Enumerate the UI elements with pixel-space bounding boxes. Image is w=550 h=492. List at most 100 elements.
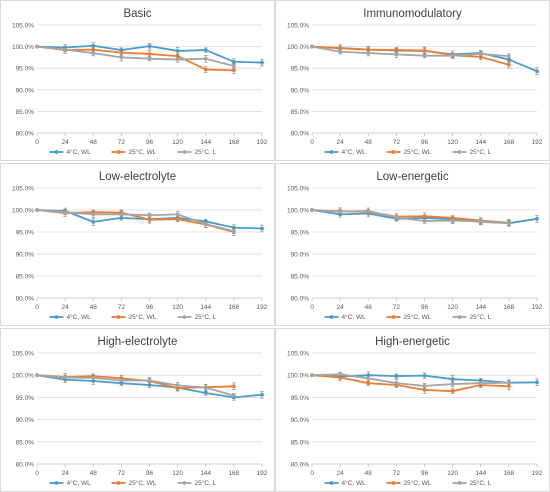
data-point (147, 213, 152, 218)
y-tick-label: 95.0% (16, 66, 35, 73)
data-point (506, 221, 511, 226)
legend-label: 25°C, WL (404, 148, 432, 156)
x-tick-label: 120 (172, 470, 183, 477)
x-tick-label: 0 (310, 304, 314, 311)
data-point (450, 382, 455, 386)
y-tick-label: 90.0% (291, 252, 310, 259)
y-tick-label: 105.0% (287, 23, 309, 30)
x-tick-label: 192 (532, 304, 543, 311)
x-tick-label: 0 (35, 470, 39, 477)
x-tick-label: 0 (310, 139, 314, 146)
x-tick-label: 24 (337, 139, 345, 146)
y-tick-label: 100.0% (287, 373, 309, 380)
data-point (422, 383, 427, 388)
legend-marker (329, 481, 334, 485)
x-tick-label: 24 (62, 139, 70, 146)
legend-marker (391, 315, 396, 319)
x-tick-label: 192 (257, 304, 268, 311)
chart-title: Low-electrolyte (99, 171, 176, 183)
legend-marker (182, 150, 187, 154)
y-tick-label: 100.0% (12, 208, 34, 215)
y-tick-label: 85.0% (291, 109, 310, 116)
y-tick-label: 90.0% (291, 417, 310, 424)
x-tick-label: 120 (447, 470, 458, 477)
y-tick-label: 95.0% (291, 395, 310, 402)
y-tick-label: 95.0% (16, 230, 35, 237)
data-point (310, 373, 314, 378)
legend-label: 4°C, WL (342, 148, 367, 156)
x-tick-label: 48 (365, 470, 373, 477)
data-point (147, 378, 152, 383)
legend-label: 4°C, WL (67, 479, 92, 487)
x-tick-label: 168 (503, 470, 514, 477)
legend-label: 25°C, L (195, 148, 217, 156)
chart-panel: Immunomodulatory 80.0% 85.0% 90.0% 95.0% 100.… (275, 0, 550, 161)
y-tick-label: 95.0% (16, 395, 35, 402)
series-line (36, 209, 235, 232)
y-tick-label: 100.0% (287, 44, 309, 51)
data-point (422, 373, 427, 378)
legend-label: 25°C, WL (129, 479, 157, 487)
legend-marker (329, 150, 334, 154)
chart-svg: Low-energetic 80.0% 85.0% 90.0% 95.0% 100.0% 1… (287, 171, 543, 321)
data-point (91, 219, 96, 224)
data-point (203, 56, 208, 61)
data-point (203, 48, 208, 52)
legend-marker (182, 481, 187, 485)
data-point (91, 212, 96, 217)
y-tick-label: 105.0% (287, 186, 309, 193)
series-line (36, 45, 235, 67)
data-point (478, 52, 483, 56)
data-point (119, 378, 124, 383)
chart-panel: Low-electrolyte 80.0% 85.0% 90.0% 95.0% 100.0… (0, 163, 275, 326)
y-tick-label: 80.0% (16, 131, 35, 138)
data-point (63, 210, 68, 215)
data-point (450, 218, 455, 223)
x-tick-label: 120 (447, 139, 458, 146)
data-point (35, 208, 39, 212)
chart-title: High-energetic (375, 336, 450, 348)
x-tick-label: 24 (337, 304, 345, 311)
x-tick-label: 48 (365, 304, 373, 311)
y-tick-label: 80.0% (16, 296, 35, 303)
data-point (394, 52, 399, 57)
data-point (366, 208, 371, 213)
x-tick-label: 144 (200, 304, 211, 311)
data-point (478, 381, 483, 386)
x-tick-label: 96 (421, 470, 429, 477)
legend-marker (457, 315, 462, 319)
y-tick-label: 90.0% (16, 252, 35, 259)
x-tick-label: 0 (35, 304, 39, 311)
y-tick-label: 105.0% (12, 23, 34, 30)
data-point (119, 55, 124, 60)
series-line (36, 374, 235, 397)
legend-label: 4°C, WL (342, 313, 367, 321)
data-point (422, 219, 427, 223)
legend-label: 4°C, WL (67, 148, 92, 156)
series-line (311, 374, 509, 393)
legend-marker (116, 481, 121, 485)
data-point (147, 56, 152, 61)
data-point (231, 59, 236, 64)
x-tick-label: 96 (146, 304, 154, 311)
data-point (535, 69, 539, 74)
y-tick-label: 95.0% (291, 230, 310, 237)
data-point (338, 209, 343, 214)
data-point (231, 68, 236, 73)
x-tick-label: 72 (118, 304, 126, 311)
y-tick-label: 95.0% (291, 66, 310, 73)
data-point (450, 377, 455, 382)
data-point (422, 53, 427, 58)
series-line (311, 209, 509, 225)
data-point (231, 393, 236, 398)
legend-marker (457, 481, 462, 485)
data-point (478, 219, 483, 224)
data-point (203, 391, 208, 395)
y-tick-label: 90.0% (291, 87, 310, 94)
y-tick-label: 85.0% (291, 439, 310, 446)
data-point (91, 375, 96, 380)
x-tick-label: 48 (90, 470, 98, 477)
legend-label: 4°C, WL (67, 313, 92, 321)
data-point (260, 226, 264, 231)
